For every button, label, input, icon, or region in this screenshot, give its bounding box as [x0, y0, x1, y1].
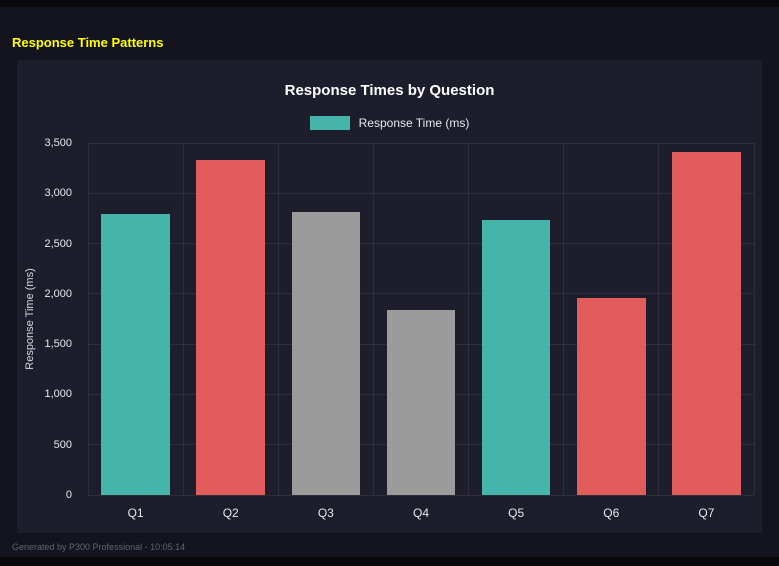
bottom-bar	[0, 557, 779, 566]
x-tick-label: Q1	[127, 506, 144, 520]
legend-swatch	[309, 116, 350, 130]
bar-q2	[196, 160, 265, 495]
bar-q3	[291, 212, 361, 495]
h-gridline	[88, 142, 754, 144]
y-tick-label: 2,500	[44, 237, 72, 250]
v-gridline	[87, 143, 89, 495]
bar-q4	[386, 309, 456, 495]
v-gridline	[277, 143, 279, 495]
x-tick-label: Q3	[317, 506, 334, 520]
y-tick-label: 500	[53, 438, 72, 451]
h-gridline	[88, 293, 754, 295]
x-tick-label: Q5	[508, 506, 525, 520]
top-bar	[0, 0, 779, 7]
y-tick-label: 3,000	[44, 187, 72, 200]
y-tick-label: 1,000	[44, 388, 72, 401]
legend-label: Response Time (ms)	[358, 116, 470, 130]
x-tick-label: Q7	[698, 506, 715, 520]
y-axis-ticks: 0 500 1,000 1,500 2,000 2,500 3,000 3,500	[17, 137, 80, 501]
bar-q6	[577, 297, 646, 495]
v-gridline	[658, 143, 660, 495]
bar-q1	[101, 214, 170, 495]
h-gridline	[88, 494, 754, 496]
y-tick-label: 3,500	[44, 137, 72, 149]
h-gridline	[88, 192, 754, 194]
bar-q5	[481, 220, 551, 495]
h-gridline	[88, 243, 754, 245]
y-tick-label: 2,000	[44, 287, 72, 300]
chart-panel: Response Times by Question Response Time…	[17, 60, 762, 533]
y-tick-label: 1,500	[44, 338, 72, 351]
page-title: Response Time Patterns	[12, 35, 164, 50]
x-tick-label: Q6	[603, 506, 620, 520]
chart-legend[interactable]: Response Time (ms)	[17, 116, 762, 130]
v-gridline	[468, 143, 470, 495]
v-gridline	[753, 143, 755, 495]
chart-title: Response Times by Question	[284, 82, 495, 99]
v-gridline	[182, 143, 184, 495]
x-tick-label: Q4	[412, 506, 429, 520]
footer-note: Generated by P300 Professional - 10:05:1…	[12, 542, 186, 552]
x-tick-label: Q2	[222, 506, 239, 520]
bar-q7	[672, 152, 741, 495]
plot-area	[87, 142, 755, 496]
v-gridline	[372, 143, 374, 495]
y-tick-label: 0	[65, 489, 72, 501]
v-gridline	[563, 143, 565, 495]
x-axis-labels: Q1 Q2 Q3 Q4 Q5 Q6 Q7	[88, 506, 754, 522]
